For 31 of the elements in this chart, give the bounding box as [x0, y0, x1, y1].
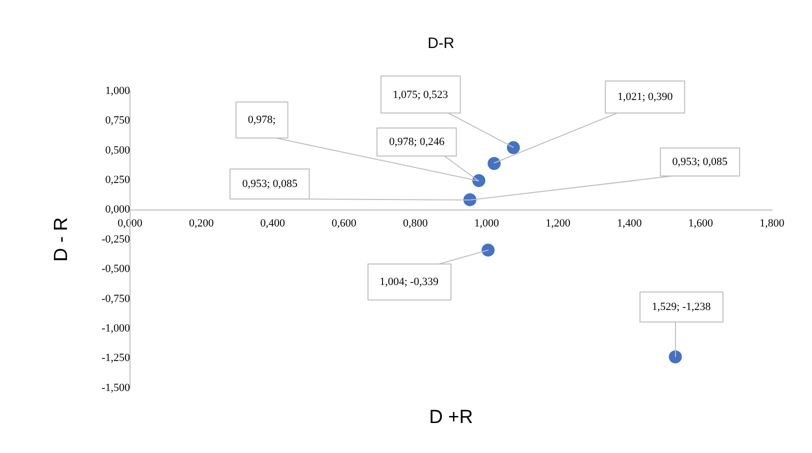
- y-tick-label: -0,750: [102, 292, 130, 305]
- annotation: 0,953; 0,085: [230, 168, 310, 199]
- x-tick-label: 1,800: [760, 217, 785, 230]
- y-tick-label: -1,000: [102, 322, 130, 334]
- y-tick-label: -1,500: [102, 382, 130, 394]
- y-tick-label: -0,500: [102, 263, 130, 276]
- annotation: 1,004; -0,339: [368, 264, 451, 300]
- annotation: 0,953; 0,085: [660, 148, 740, 176]
- x-tick-label: 0,600: [332, 217, 357, 230]
- y-axis-title: D - R: [51, 217, 72, 262]
- x-axis-title: D +R: [429, 407, 473, 428]
- annotation: 1,075; 0,523: [380, 76, 460, 114]
- y-tick-label: 1,000: [105, 84, 130, 97]
- y-tick-label: 0,000: [105, 204, 130, 216]
- annotation: 1,021; 0,390: [606, 81, 685, 114]
- y-tick-label: 0,250: [105, 174, 130, 186]
- x-tick-label: 0,800: [402, 217, 428, 230]
- annotation: 1,529; -1,238: [640, 292, 723, 322]
- y-tick-label: -1,250: [102, 352, 130, 364]
- annotation: 0,978; 0,246: [377, 128, 456, 156]
- annotation: 0,978;: [236, 102, 288, 138]
- x-tick-label: 0,400: [260, 217, 286, 230]
- y-tick-label: -0,250: [102, 233, 130, 246]
- x-tick-label: 1,200: [546, 217, 571, 230]
- y-tick-label: 0,500: [105, 144, 130, 156]
- x-tick-label: 0,200: [188, 217, 214, 230]
- chart-title: D-R: [428, 35, 454, 52]
- x-tick-label: 1,400: [616, 217, 642, 230]
- y-tick-label: 0,750: [105, 114, 130, 127]
- x-tick-label: 1,600: [688, 217, 714, 230]
- x-tick-label: 1,000: [474, 217, 500, 230]
